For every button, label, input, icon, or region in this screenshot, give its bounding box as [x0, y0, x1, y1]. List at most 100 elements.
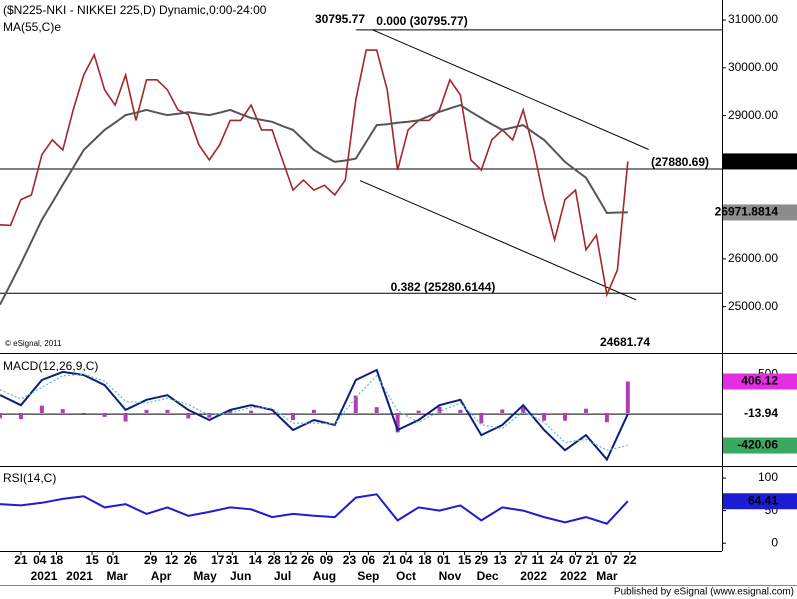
x-tick-label: 26	[301, 553, 315, 567]
histogram-bar	[500, 409, 505, 413]
y-tick-label: 31000.00	[728, 12, 778, 26]
x-tick-label: 31	[226, 553, 240, 567]
value-label: -13.94	[744, 406, 778, 420]
x-tick-label: 09	[320, 553, 334, 567]
x-tick-label: Mar	[596, 569, 618, 583]
x-tick-label: 2021	[66, 569, 93, 583]
x-tick-label: 2022	[520, 569, 547, 583]
footer: Published by eSignal (www.esignal.com)	[614, 587, 794, 598]
x-tick-label: 26	[184, 553, 198, 567]
value-box	[723, 406, 797, 423]
x-tick-label: 24	[550, 553, 564, 567]
x-tick-label: 11	[531, 553, 544, 567]
x-tick-label: 27	[514, 553, 528, 567]
x-tick-label: 15	[85, 553, 99, 567]
histogram-bar	[60, 409, 65, 413]
x-tick-label: Oct	[396, 569, 416, 583]
histogram-bar	[0, 412, 2, 419]
trend-line	[359, 180, 637, 301]
histogram-bar	[479, 412, 484, 424]
series-line	[0, 373, 628, 451]
x-tick-label: 29	[144, 553, 158, 567]
x-tick-label: 23	[343, 553, 357, 567]
series-line	[0, 493, 629, 525]
x-tick-label: 29	[475, 553, 489, 567]
histogram-bar	[290, 412, 295, 420]
x-tick-label: 04	[33, 553, 47, 567]
chart-title: ($N225-NKI - NIKKEI 225,D) Dynamic,0:00-…	[3, 3, 267, 17]
histogram-bar	[81, 412, 86, 414]
histogram-bar	[563, 412, 568, 421]
histogram-bar	[186, 412, 191, 419]
x-tick-label: 06	[362, 553, 376, 567]
x-tick-label: 18	[50, 553, 64, 567]
histogram-bar	[144, 409, 149, 413]
value-label: -420.06	[737, 438, 778, 452]
x-tick-label: Jun	[230, 569, 251, 583]
value-box	[723, 204, 797, 221]
x-tick-label: 01	[106, 553, 120, 567]
annotation: (27880.69)	[651, 155, 709, 169]
histogram-bar	[458, 409, 463, 413]
histogram-bar	[416, 410, 421, 413]
y-tick-label: 25000.00	[728, 299, 778, 313]
panel-title: RSI(14,C)	[3, 471, 56, 485]
value-label: 28040.16	[728, 154, 778, 168]
histogram-bar	[437, 406, 442, 413]
x-tick-label: 12	[284, 553, 298, 567]
ma-label: MA(55,C)e	[3, 20, 61, 34]
x-tick-label: 07	[569, 553, 583, 567]
x-tick-label: 12	[165, 553, 179, 567]
value-box	[723, 153, 797, 170]
x-tick-label: 22	[623, 553, 637, 567]
x-tick-label: 14	[249, 553, 263, 567]
x-tick-label: 2022	[560, 569, 587, 583]
x-tick-label: May	[193, 569, 217, 583]
series-line	[0, 368, 629, 462]
x-tick-label: 21	[586, 553, 600, 567]
value-box	[723, 493, 797, 510]
histogram-bar	[353, 395, 358, 413]
panel-title: MACD(12,26,9,C)	[3, 359, 98, 373]
x-tick-label: 28	[267, 553, 281, 567]
histogram-bar	[395, 412, 400, 433]
y-tick-label: 0	[771, 535, 778, 549]
histogram-bar	[39, 405, 44, 413]
histogram-bar	[165, 409, 170, 413]
x-tick-label: 01	[437, 553, 451, 567]
x-tick-label: Jul	[274, 569, 291, 583]
x-tick-label: 17	[211, 553, 225, 567]
x-tick-label: 2021	[31, 569, 58, 583]
x-tick-label: Sep	[357, 569, 379, 583]
histogram-bar	[311, 409, 316, 413]
x-tick-label: 21	[383, 553, 397, 567]
value-label: 64.41	[748, 493, 778, 507]
histogram-bar	[228, 409, 233, 413]
y-tick-label: 100	[758, 470, 778, 484]
histogram-bar	[18, 412, 23, 420]
copyright: © eSignal, 2011	[5, 339, 62, 348]
x-tick-label: Nov	[439, 569, 462, 583]
x-tick-label: 18	[418, 553, 432, 567]
histogram-bar	[521, 406, 526, 413]
y-tick-label: 26000.00	[728, 251, 778, 265]
x-tick-label: 07	[604, 553, 618, 567]
histogram-bar	[374, 407, 379, 413]
series-line	[0, 104, 628, 306]
histogram-bar	[604, 412, 609, 423]
histogram-bar	[542, 412, 547, 421]
histogram-bar	[123, 412, 128, 422]
annotation: 0.382 (25280.6144)	[391, 280, 496, 294]
x-tick-label: 21	[14, 553, 28, 567]
histogram-bar	[270, 412, 275, 415]
value-box	[723, 373, 797, 390]
histogram-bar	[102, 412, 107, 417]
histogram-bar	[583, 408, 588, 413]
annotation: 24681.74	[600, 335, 650, 349]
value-box	[723, 437, 797, 454]
series-line	[0, 49, 629, 298]
x-tick-label: Mar	[107, 569, 129, 583]
value-label: 26971.8814	[715, 205, 779, 219]
